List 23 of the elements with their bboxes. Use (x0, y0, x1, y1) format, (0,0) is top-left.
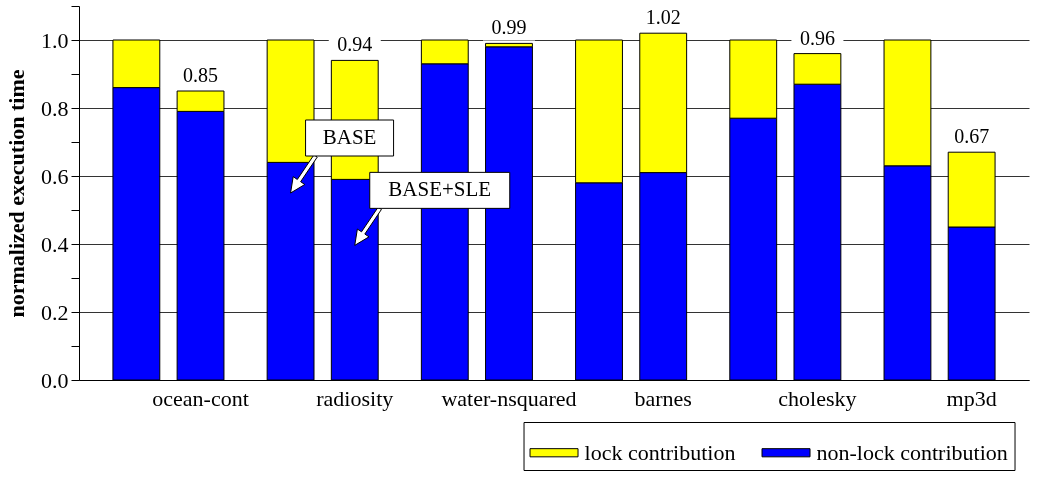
legend-label: non-lock contribution (816, 439, 1008, 465)
total-label: 1.02 (645, 6, 681, 29)
y-tick-label: 1.0 (41, 27, 69, 53)
annotation: BASE+SLE (388, 177, 492, 202)
total-label: 0.94 (337, 33, 373, 56)
y-tick-label: 0.8 (41, 95, 69, 121)
x-tick-label: ocean-cont (152, 385, 249, 411)
x-tick-label: mp3d (946, 385, 997, 411)
total-label: 0.99 (491, 16, 527, 39)
x-tick-label: cholesky (778, 385, 857, 411)
annotation: BASE (322, 125, 377, 149)
y-tick-label: 0.6 (41, 163, 69, 189)
x-tick-label: radiosity (316, 385, 394, 411)
x-tick-label: water-nsquared (441, 385, 577, 411)
y-tick-label: 0.2 (41, 299, 69, 325)
total-label: 0.67 (954, 125, 990, 148)
total-label: 0.96 (799, 26, 835, 49)
y-axis-title: normalized execution time (4, 69, 29, 318)
y-tick-label: 0.0 (41, 367, 69, 393)
total-label: 0.85 (183, 64, 219, 86)
x-tick-label: barnes (634, 385, 692, 411)
legend-label: lock contribution (584, 439, 736, 465)
y-tick-label: 0.4 (41, 231, 69, 257)
